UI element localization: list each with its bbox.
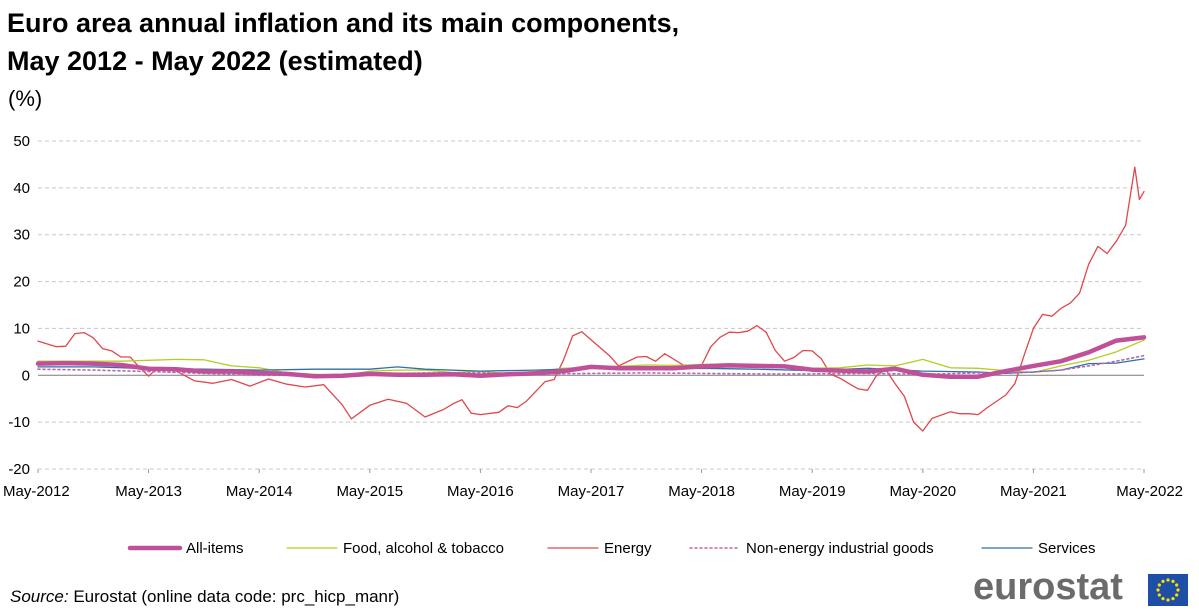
x-tick-label: May-2020	[889, 483, 956, 500]
title-line-1: Euro area annual inflation and its main …	[7, 8, 680, 38]
legend-label-energy: Energy	[604, 540, 652, 557]
series-lines	[35, 166, 1147, 432]
x-tick-label: May-2014	[226, 483, 293, 500]
unit-label: (%)	[8, 86, 43, 111]
y-tick-label: 20	[13, 274, 30, 291]
legend-label-non-energy: Non-energy industrial goods	[746, 540, 934, 557]
flag-star-icon	[1157, 583, 1161, 587]
title-line-2: May 2012 - May 2022 (estimated)	[7, 46, 423, 76]
y-tick-label: 50	[13, 133, 30, 150]
eurostat-logo: eurostat	[973, 566, 1193, 612]
chart-title: Euro area annual inflation and its main …	[7, 4, 679, 80]
flag-star-icon	[1157, 593, 1161, 597]
legend-label-food: Food, alcohol & tobacco	[343, 540, 504, 557]
source-text: Eurostat (online data code: prc_hicp_man…	[68, 587, 400, 606]
grid	[38, 140, 1144, 470]
y-tick-label: -20	[8, 461, 30, 478]
x-tick-label: May-2018	[668, 483, 735, 500]
flag-star-icon	[1171, 597, 1175, 601]
source-label: Source:	[10, 587, 69, 606]
flag-star-icon	[1161, 597, 1165, 601]
logo-wordmark: eurostat	[973, 566, 1123, 608]
x-tick-label: May-2013	[115, 483, 182, 500]
y-axis-ticks: -20 -10 0 10 20 30 40 50	[8, 133, 30, 478]
y-tick-label: 30	[13, 227, 30, 244]
x-tick-label: May-2022	[1116, 483, 1183, 500]
x-tick-label: May-2017	[558, 483, 625, 500]
legend: All-items Food, alcohol & tobacco Energy No…	[127, 540, 1096, 557]
x-tick-label: May-2016	[447, 483, 514, 500]
flag-star-icon	[1156, 588, 1160, 592]
x-tick-label: May-2015	[336, 483, 403, 500]
flag-star-icon	[1175, 593, 1179, 597]
legend-label-services: Services	[1038, 540, 1096, 557]
x-tick-label: May-2012	[3, 483, 70, 500]
y-tick-label: -10	[8, 414, 30, 431]
x-axis-ticks: May-2012 May-2013 May-2014 May-2015 May-2016…	[3, 469, 1183, 500]
legend-label-all-items: All-items	[186, 540, 244, 557]
flag-star-icon	[1171, 579, 1175, 583]
source-note: Source: Eurostat (online data code: prc_…	[10, 587, 399, 607]
flag-star-icon	[1166, 578, 1170, 582]
y-tick-label: 40	[13, 180, 30, 197]
flag-star-icon	[1161, 579, 1165, 583]
flag-star-icon	[1175, 583, 1179, 587]
flag-star-icon	[1176, 588, 1180, 592]
eu-flag-icon	[1148, 574, 1188, 606]
series-line-non-energy	[37, 354, 1145, 377]
flag-star-icon	[1166, 598, 1170, 602]
series-line-energy	[37, 166, 1145, 432]
series-line-all-items	[35, 335, 1147, 379]
y-tick-label: 10	[13, 320, 30, 337]
x-tick-label: May-2021	[1000, 483, 1067, 500]
x-tick-label: May-2019	[779, 483, 846, 500]
y-tick-label: 0	[22, 367, 30, 384]
